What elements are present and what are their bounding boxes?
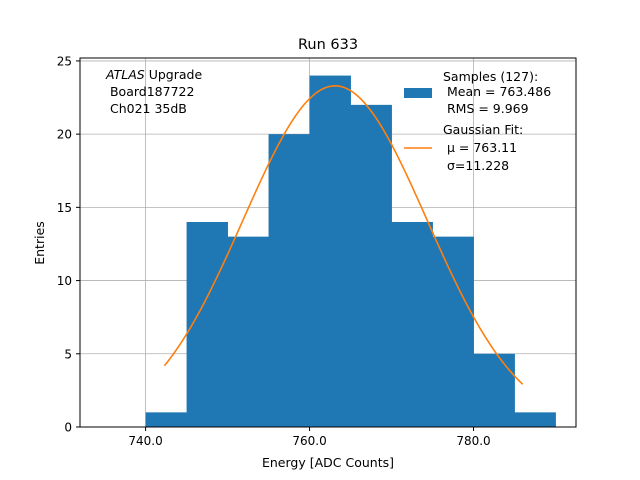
x-axis-label: Energy [ADC Counts] [262,455,394,470]
legend: Samples (127): Mean = 763.486 RMS = 9.96… [404,69,551,173]
plot-frame [79,57,577,428]
legend-hist-swatch [404,88,432,98]
y-tick-label: 0 [64,421,72,435]
histogram-bars [145,75,556,428]
legend-hist-line-2: Mean = 763.486 [443,84,551,99]
histogram-bar [350,104,392,427]
histogram-bar [514,412,556,427]
legend-fit-line-3: σ=11.228 [443,158,509,173]
annotation-channel: Ch021 35dB [106,101,187,116]
atlas-annotation: ATLAS Upgrade Board187722 Ch021 35dB [105,67,202,116]
histogram-bar [227,236,269,427]
histogram-bar [145,412,187,427]
y-tick-label: 25 [57,54,72,68]
upgrade-label: Upgrade [145,67,203,82]
atlas-label: ATLAS [105,67,145,82]
annotation-line-1: ATLAS Upgrade [105,67,202,82]
histogram-bar [268,134,310,427]
histogram-bar [309,75,351,428]
histogram-bar [186,222,228,427]
y-axis-label: Entries [32,221,47,265]
y-tick-label: 20 [57,128,72,142]
y-tick-label: 5 [64,347,72,361]
legend-hist-line-1: Samples (127): [443,69,538,84]
histogram-bar [473,353,515,427]
legend-hist-line-3: RMS = 9.969 [443,101,529,116]
x-tick-label: 780.0 [456,434,490,448]
histogram-bar [391,222,433,427]
gaussian-fit-curve [163,85,524,385]
histogram-bar [432,236,474,427]
legend-fit-line-2: μ = 763.11 [443,140,517,155]
annotation-board: Board187722 [106,84,194,99]
y-tick-label: 15 [57,201,72,215]
axes: 740.0 760.0 780.0 0 5 10 15 20 25 [57,54,491,448]
legend-fit-line-1: Gaussian Fit: [443,122,523,137]
x-tick-label: 760.0 [292,434,326,448]
y-tick-label: 10 [57,274,72,288]
chart-title: Run 633 [298,37,358,53]
x-tick-label: 740.0 [128,434,162,448]
